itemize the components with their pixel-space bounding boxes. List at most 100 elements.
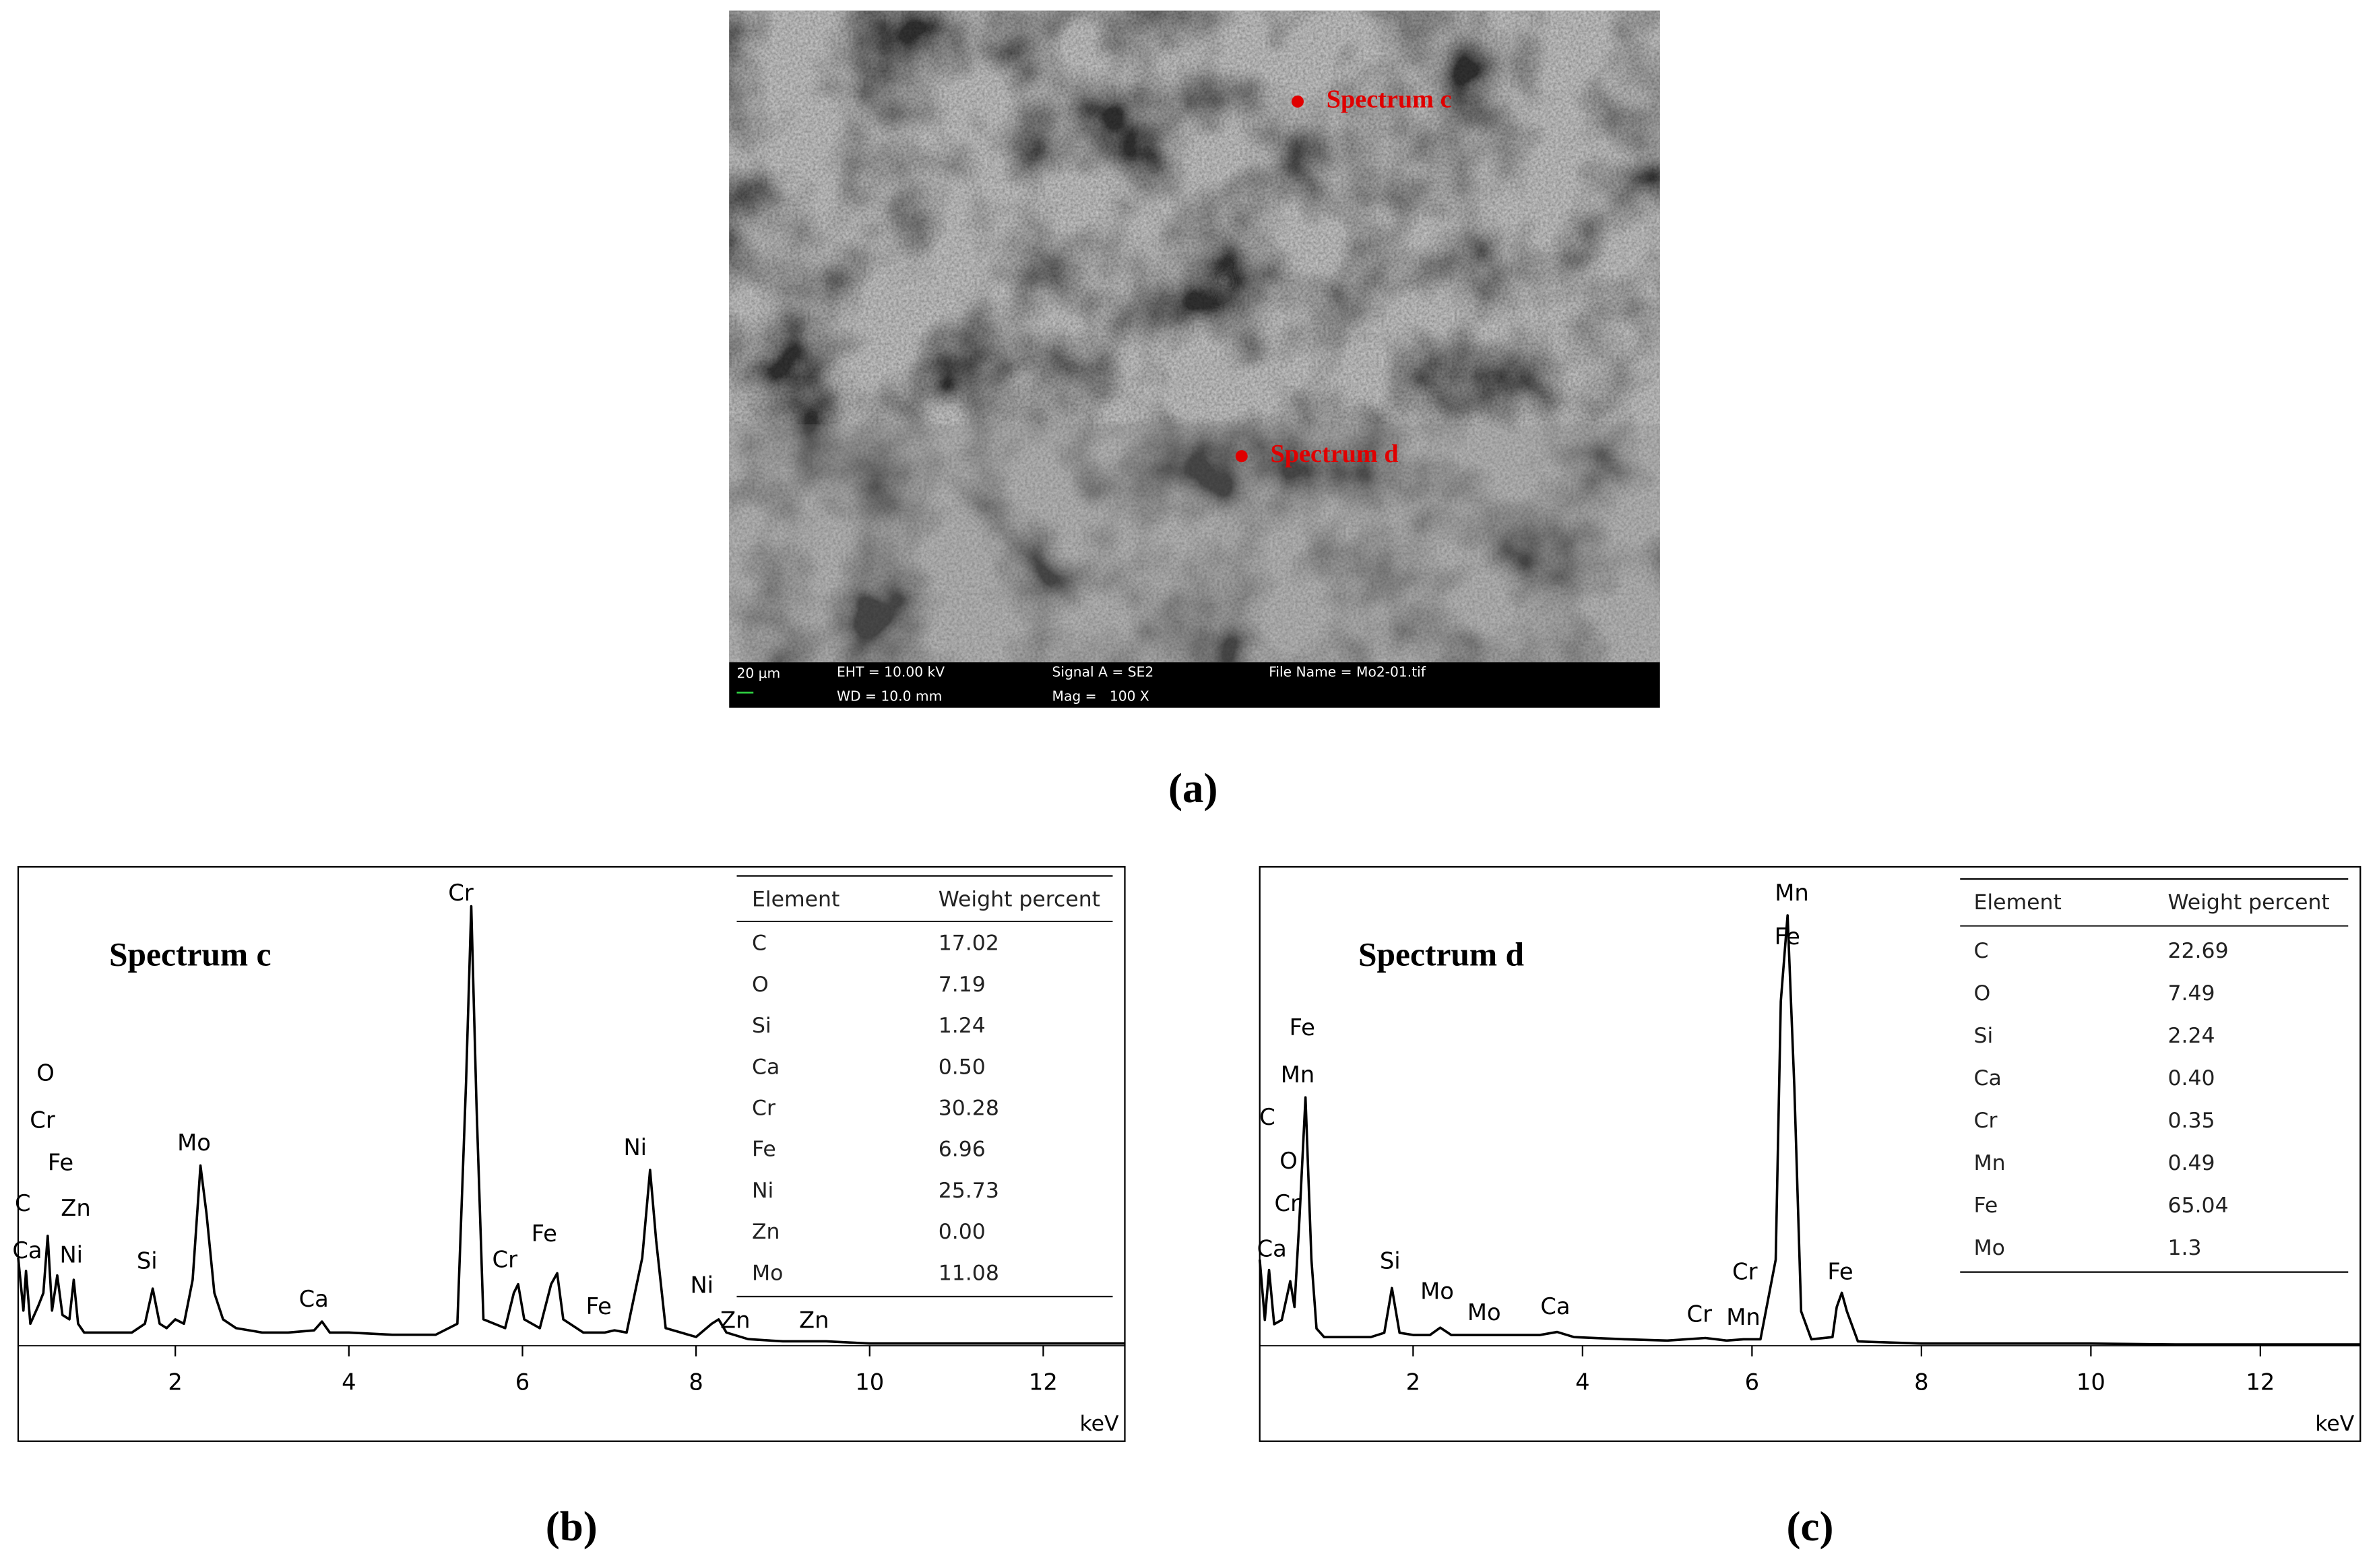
x-tick-label: 8: [689, 1369, 703, 1396]
sem-info: Signal A = SE2: [1052, 663, 1154, 680]
peak-label: Ni: [623, 1134, 647, 1161]
x-tick-label: 4: [1575, 1369, 1589, 1396]
x-tick-label: 4: [342, 1369, 356, 1396]
table-cell: 22.69: [2167, 939, 2228, 963]
table-header: Weight percent: [939, 887, 1100, 911]
peak-label: Cr: [1275, 1190, 1300, 1216]
plot-frame: [17, 865, 1126, 1442]
chart-title: Spectrum d: [1358, 936, 1524, 973]
peak-label: Ca: [1257, 1236, 1287, 1262]
table-cell: 25.73: [939, 1179, 999, 1203]
table-cell: Mo: [1973, 1236, 2004, 1260]
peak-label: Ca: [12, 1237, 42, 1264]
spectrum-line: [1258, 914, 2361, 1346]
table-cell: 7.49: [2167, 981, 2215, 1006]
peak-label: Cr: [30, 1107, 55, 1133]
table-header: Element: [752, 887, 839, 911]
peak-label: Si: [137, 1248, 158, 1274]
panel-label: (b): [546, 1503, 598, 1550]
peak-label: Fe: [1775, 923, 1800, 950]
table-cell: C: [752, 932, 767, 956]
spectrum-line: [17, 905, 1125, 1345]
table-header: Element: [1973, 890, 2061, 915]
sem-texture: [729, 10, 1660, 663]
sem-info: File Name = Mo2-01.tif: [1269, 663, 1426, 680]
sem-info: Mag = 100 X: [1052, 688, 1149, 704]
peak-label: Fe: [1827, 1258, 1853, 1284]
peak-label: Mn: [1281, 1061, 1315, 1088]
table-cell: Fe: [752, 1138, 776, 1162]
peak-label: Mo: [177, 1130, 211, 1156]
table-cell: Mn: [1973, 1151, 2005, 1175]
table-cell: Si: [752, 1014, 771, 1038]
peak-label: Si: [1380, 1248, 1401, 1274]
peak-label: Mn: [1726, 1304, 1760, 1330]
spectrum-marker: [1235, 450, 1248, 463]
peak-label: Ca: [1540, 1293, 1570, 1319]
peak-label: Fe: [48, 1149, 73, 1175]
peak-label: Mn: [1775, 880, 1808, 906]
table-cell: 1.3: [2167, 1236, 2201, 1260]
peak-label: Cr: [448, 880, 474, 906]
table-cell: Zn: [752, 1220, 780, 1244]
plot-frame: [1259, 865, 2362, 1442]
table-cell: 65.04: [2167, 1194, 2228, 1218]
table-cell: O: [1973, 981, 1990, 1006]
peak-label: Zn: [61, 1195, 91, 1221]
marker-label: Spectrum c: [1327, 86, 1452, 114]
sem-info: WD = 10.0 mm: [837, 688, 942, 704]
peak-label: C: [1259, 1104, 1275, 1130]
x-tick-label: 2: [1406, 1369, 1420, 1396]
peak-label: Fe: [586, 1293, 612, 1319]
x-axis-label: keV: [2315, 1412, 2354, 1436]
panel-label: (a): [1168, 764, 1217, 812]
table-cell: Si: [1973, 1024, 1993, 1048]
table-header: Weight percent: [2167, 890, 2329, 915]
peak-label: Ca: [299, 1286, 329, 1312]
peak-label: Fe: [532, 1220, 557, 1247]
spectrum-marker: [1291, 95, 1304, 108]
table-cell: 0.35: [2167, 1109, 2215, 1133]
x-tick-label: 2: [168, 1369, 182, 1396]
peak-label: Zn: [720, 1307, 750, 1333]
table-cell: 7.19: [939, 973, 986, 997]
x-tick-label: 8: [1914, 1369, 1928, 1396]
x-tick-label: 12: [2246, 1369, 2275, 1396]
table-cell: Cr: [1973, 1109, 1997, 1133]
peak-label: O: [36, 1060, 55, 1086]
table-cell: 2.24: [2167, 1024, 2215, 1048]
peak-label: Cr: [1687, 1301, 1713, 1327]
table-cell: Ni: [752, 1179, 773, 1203]
peak-label: Cr: [493, 1246, 518, 1272]
sem-lower-region: [729, 424, 1660, 663]
table-cell: 6.96: [939, 1138, 986, 1162]
peak-label: Mo: [1467, 1299, 1501, 1326]
table-cell: 17.02: [939, 932, 999, 956]
peak-label: Fe: [1290, 1014, 1315, 1041]
sem-info: EHT = 10.00 kV: [837, 663, 945, 680]
x-tick-label: 6: [1745, 1369, 1759, 1396]
peak-label: Ni: [690, 1272, 714, 1299]
panel-label: (c): [1787, 1503, 1834, 1550]
peak-label: Mo: [1420, 1278, 1454, 1305]
table-cell: 0.50: [939, 1055, 986, 1079]
x-axis-label: keV: [1079, 1412, 1118, 1436]
x-tick-label: 10: [2077, 1369, 2105, 1396]
table-cell: Ca: [1973, 1066, 2001, 1090]
peak-label: C: [15, 1190, 31, 1216]
table-cell: Mo: [752, 1261, 783, 1285]
x-tick-label: 12: [1029, 1369, 1058, 1396]
table-cell: Cr: [752, 1097, 775, 1121]
table-cell: C: [1973, 939, 1988, 963]
table-cell: O: [752, 973, 769, 997]
scale-bar-label: 20 µm: [737, 665, 781, 682]
sem-info-bar: [729, 662, 1660, 708]
table-cell: 0.40: [2167, 1066, 2215, 1090]
table-cell: Ca: [752, 1055, 780, 1079]
peak-label: Ni: [59, 1242, 83, 1268]
table-cell: 30.28: [939, 1097, 999, 1121]
peak-label: Zn: [799, 1307, 829, 1333]
peak-label: O: [1279, 1148, 1298, 1174]
